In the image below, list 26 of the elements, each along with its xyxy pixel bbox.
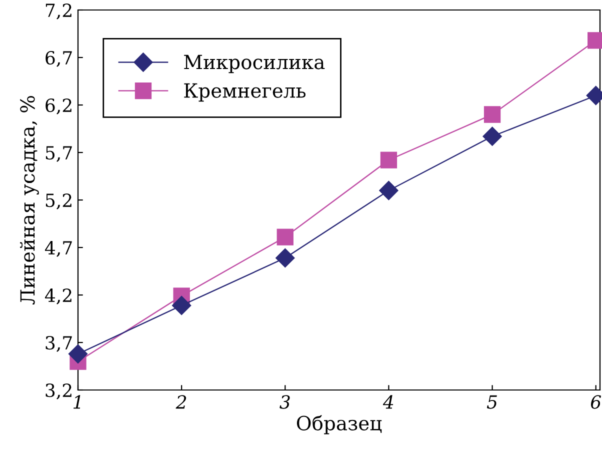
x-tick-label: 5	[486, 395, 497, 409]
point	[482, 126, 502, 146]
y-tick-label: 5,7	[46, 146, 72, 162]
y-tick-label: 7,2	[46, 3, 72, 20]
legend-label: Микросилика	[184, 54, 325, 74]
y-tick-label: 5,2	[46, 193, 72, 210]
x-tick-label: 6	[591, 395, 601, 409]
point	[484, 106, 501, 123]
y-tick-label: 4,2	[44, 288, 72, 304]
point	[380, 152, 398, 168]
y-tick-label: 6,2	[46, 98, 72, 114]
point	[172, 296, 192, 315]
point	[379, 180, 398, 200]
point	[276, 228, 294, 246]
y-tick-label: 4,7	[44, 240, 72, 257]
legend-label: Кремнегель	[184, 83, 306, 102]
x-axis-title: Образец	[296, 415, 382, 434]
x-tick-label: 3	[280, 395, 290, 409]
point	[276, 248, 295, 268]
x-tick-label: 4	[382, 395, 394, 409]
y-tick-label: 3,2	[46, 383, 72, 400]
x-tick-label: 1	[74, 395, 80, 409]
y-axis-title: Линейная усадка, %	[20, 96, 39, 305]
y-tick-label: 6,7	[46, 50, 72, 67]
x-tick-label: 2	[176, 395, 186, 409]
y-tick-label: 3,7	[46, 336, 72, 352]
